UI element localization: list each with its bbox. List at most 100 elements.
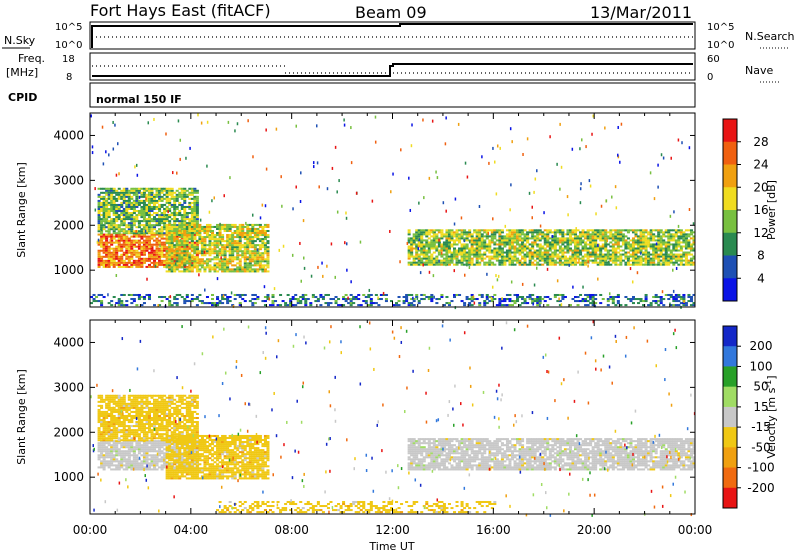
echo-cell [183, 236, 186, 238]
noise-cell [435, 171, 437, 174]
echo-cell [667, 247, 670, 249]
noise-cell [536, 267, 538, 270]
noise-cell [204, 289, 206, 292]
echo-cell [450, 300, 453, 302]
echo-cell [181, 204, 184, 206]
echo-cell [98, 254, 101, 256]
noise-cell [301, 280, 303, 283]
echo-cell [660, 252, 663, 254]
echo-cell [524, 258, 527, 260]
echo-cell [108, 216, 111, 218]
noise-cell [178, 119, 180, 122]
cpid-label: CPID [8, 91, 37, 104]
echo-cell [448, 264, 451, 266]
echo-cell [118, 208, 121, 210]
noise-cell [198, 273, 200, 276]
echo-cell [574, 233, 577, 235]
echo-cell [151, 192, 154, 194]
noise-cell [390, 190, 392, 193]
echo-cell [166, 260, 169, 262]
echo-cell [266, 224, 269, 226]
echo-cell [524, 243, 527, 245]
echo-cell [516, 258, 519, 260]
echo-cell [478, 304, 481, 306]
noise-cell [257, 248, 259, 251]
noise-cell [418, 202, 420, 205]
noise-cell [662, 290, 664, 293]
echo-cell [574, 231, 577, 233]
echo-cell [168, 216, 171, 218]
noise-cell [299, 242, 301, 245]
echo-cell [178, 210, 181, 212]
echo-cell [627, 237, 630, 239]
echo-cell [135, 454, 138, 456]
echo-cell [241, 298, 244, 300]
noise-cell [145, 197, 147, 200]
echo-cell [531, 258, 534, 260]
echo-cell [203, 270, 206, 272]
echo-cell [133, 452, 136, 454]
echo-cell [148, 296, 151, 298]
echo-cell [508, 298, 511, 300]
echo-cell [690, 233, 693, 235]
echo-cell [519, 254, 522, 256]
echo-cell [120, 256, 123, 258]
echo-cell [231, 254, 234, 256]
echo-cell [100, 304, 103, 306]
noise-cell [399, 260, 401, 263]
echo-cell [105, 244, 108, 246]
noise-cell [617, 154, 619, 157]
echo-cell [498, 302, 501, 304]
echo-cell [239, 240, 242, 242]
echo-cell [471, 245, 474, 247]
echo-cell [627, 252, 630, 254]
echo-cell [173, 222, 176, 224]
echo-cell [430, 254, 433, 256]
noise-cell [304, 267, 306, 270]
echo-cell [687, 235, 690, 237]
echo-cell [135, 250, 138, 252]
echo-cell [196, 296, 199, 298]
echo-cell [579, 237, 582, 239]
echo-cell [130, 442, 133, 444]
echo-cell [128, 238, 131, 240]
echo-cell [418, 300, 421, 302]
echo-cell [239, 248, 242, 250]
echo-cell [493, 298, 496, 300]
echo-cell [398, 304, 401, 306]
echo-cell [554, 245, 557, 247]
echo-cell [239, 296, 242, 298]
noise-cell [264, 266, 266, 269]
echo-cell [370, 304, 373, 306]
noise-cell [103, 162, 105, 165]
echo-cell [135, 456, 138, 458]
echo-cell [670, 294, 673, 296]
noise-cell [231, 291, 233, 294]
echo-cell [624, 239, 627, 241]
noise-cell [611, 259, 613, 262]
echo-cell [115, 254, 118, 256]
noise-cell [432, 231, 434, 234]
echo-cell [569, 243, 572, 245]
echo-cell [453, 247, 456, 249]
noise-cell [280, 175, 282, 178]
echo-cell [156, 464, 159, 466]
noise-cell [509, 208, 511, 211]
echo-cell [130, 228, 133, 230]
echo-cell [584, 241, 587, 243]
echo-cell [677, 243, 680, 245]
echo-cell [161, 252, 164, 254]
echo-cell [130, 266, 133, 268]
echo-cell [617, 296, 620, 298]
echo-cell [456, 243, 459, 245]
echo-cell [456, 256, 459, 258]
echo-cell [133, 224, 136, 226]
echo-cell [549, 229, 552, 231]
echo-cell [680, 262, 683, 264]
noise-cell [350, 280, 352, 283]
echo-cell [156, 202, 159, 204]
echo-cell [360, 304, 363, 306]
echo-cell [138, 226, 141, 228]
noise-cell [247, 119, 249, 122]
echo-cell [143, 302, 146, 304]
